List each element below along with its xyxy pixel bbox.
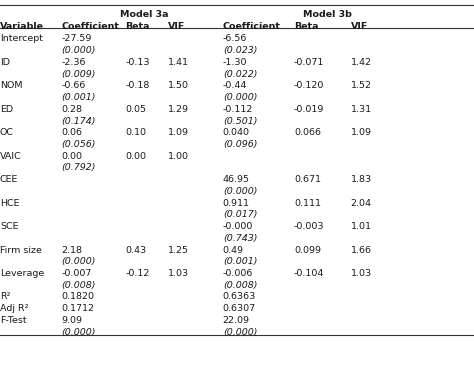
Text: (0.056): (0.056) [62,140,96,149]
Text: -27.59: -27.59 [62,34,92,43]
Text: 0.911: 0.911 [223,199,250,208]
Text: 0.111: 0.111 [294,199,321,208]
Text: Intercept: Intercept [0,34,43,43]
Text: (0.008): (0.008) [223,281,257,290]
Text: 0.040: 0.040 [223,128,250,137]
Text: 0.066: 0.066 [294,128,321,137]
Text: 1.52: 1.52 [351,81,372,90]
Text: 1.50: 1.50 [168,81,189,90]
Text: 0.28: 0.28 [62,105,82,114]
Text: 0.00: 0.00 [62,152,82,161]
Text: VIF: VIF [168,22,186,30]
Text: ED: ED [0,105,13,114]
Text: (0.000): (0.000) [62,257,96,266]
Text: (0.000): (0.000) [62,328,96,337]
Text: (0.792): (0.792) [62,163,96,172]
Text: 0.1712: 0.1712 [62,304,95,313]
Text: -0.13: -0.13 [126,58,150,67]
Text: 1.09: 1.09 [351,128,372,137]
Text: 1.41: 1.41 [168,58,189,67]
Text: (0.008): (0.008) [62,281,96,290]
Text: -0.104: -0.104 [294,269,324,278]
Text: (0.001): (0.001) [62,93,96,102]
Text: 1.25: 1.25 [168,246,189,255]
Text: (0.017): (0.017) [223,210,257,219]
Text: -0.112: -0.112 [223,105,253,114]
Text: (0.001): (0.001) [223,257,257,266]
Text: 1.83: 1.83 [351,175,372,184]
Text: Coefficient: Coefficient [62,22,119,30]
Text: Model 3b: Model 3b [302,10,352,19]
Text: 1.01: 1.01 [351,222,372,231]
Text: (0.000): (0.000) [62,46,96,55]
Text: Adj R²: Adj R² [0,304,28,313]
Text: (0.022): (0.022) [223,70,257,79]
Text: 0.06: 0.06 [62,128,82,137]
Text: VIF: VIF [351,22,368,30]
Text: 46.95: 46.95 [223,175,250,184]
Text: 0.099: 0.099 [294,246,321,255]
Text: -0.007: -0.007 [62,269,92,278]
Text: -1.30: -1.30 [223,58,247,67]
Text: 1.09: 1.09 [168,128,189,137]
Text: Firm size: Firm size [0,246,42,255]
Text: Coefficient: Coefficient [223,22,281,30]
Text: 1.03: 1.03 [351,269,372,278]
Text: (0.174): (0.174) [62,117,96,126]
Text: -0.120: -0.120 [294,81,324,90]
Text: -0.006: -0.006 [223,269,253,278]
Text: (0.743): (0.743) [223,234,257,243]
Text: 0.43: 0.43 [126,246,147,255]
Text: Beta: Beta [294,22,319,30]
Text: 2.04: 2.04 [351,199,372,208]
Text: -0.66: -0.66 [62,81,86,90]
Text: NOM: NOM [0,81,22,90]
Text: (0.000): (0.000) [223,328,257,337]
Text: CEE: CEE [0,175,18,184]
Text: (0.501): (0.501) [223,117,257,126]
Text: -0.12: -0.12 [126,269,150,278]
Text: 1.31: 1.31 [351,105,372,114]
Text: 1.66: 1.66 [351,246,372,255]
Text: -0.003: -0.003 [294,222,324,231]
Text: 1.29: 1.29 [168,105,189,114]
Text: HCE: HCE [0,199,19,208]
Text: -2.36: -2.36 [62,58,86,67]
Text: 0.6363: 0.6363 [223,292,256,301]
Text: -0.44: -0.44 [223,81,247,90]
Text: -0.18: -0.18 [126,81,150,90]
Text: (0.096): (0.096) [223,140,257,149]
Text: 1.00: 1.00 [168,152,189,161]
Text: 0.49: 0.49 [223,246,244,255]
Text: 0.1820: 0.1820 [62,292,95,301]
Text: Beta: Beta [126,22,150,30]
Text: (0.023): (0.023) [223,46,257,55]
Text: Variable: Variable [0,22,44,30]
Text: (0.009): (0.009) [62,70,96,79]
Text: R²: R² [0,292,10,301]
Text: 22.09: 22.09 [223,316,250,325]
Text: ID: ID [0,58,10,67]
Text: (0.000): (0.000) [223,187,257,196]
Text: 0.671: 0.671 [294,175,321,184]
Text: 1.42: 1.42 [351,58,372,67]
Text: -6.56: -6.56 [223,34,247,43]
Text: -0.071: -0.071 [294,58,324,67]
Text: 0.10: 0.10 [126,128,146,137]
Text: -0.000: -0.000 [223,222,253,231]
Text: F-Test: F-Test [0,316,27,325]
Text: 0.00: 0.00 [126,152,146,161]
Text: OC: OC [0,128,14,137]
Text: 1.03: 1.03 [168,269,190,278]
Text: VAIC: VAIC [0,152,22,161]
Text: 9.09: 9.09 [62,316,82,325]
Text: 0.05: 0.05 [126,105,146,114]
Text: (0.000): (0.000) [223,93,257,102]
Text: Model 3a: Model 3a [120,10,169,19]
Text: SCE: SCE [0,222,18,231]
Text: 2.18: 2.18 [62,246,82,255]
Text: Leverage: Leverage [0,269,44,278]
Text: -0.019: -0.019 [294,105,324,114]
Text: 0.6307: 0.6307 [223,304,256,313]
